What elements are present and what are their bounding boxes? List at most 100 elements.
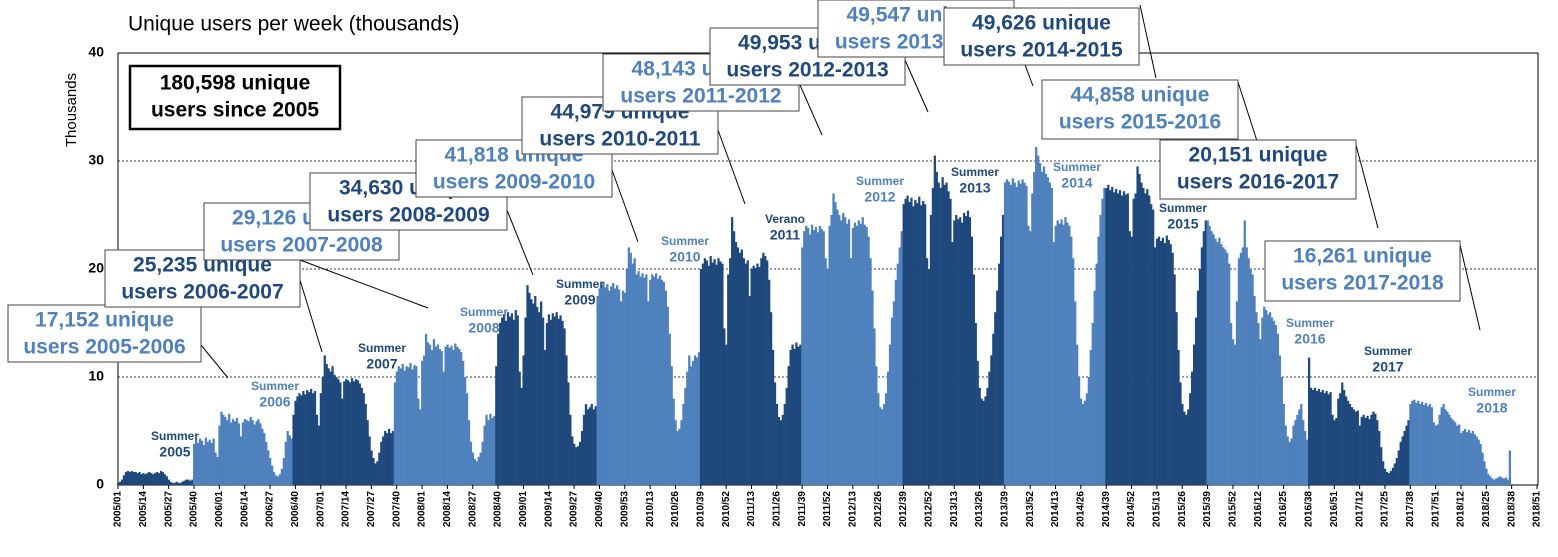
summer-label: Summer xyxy=(1468,385,1516,399)
bar xyxy=(645,274,648,485)
bar xyxy=(844,217,847,485)
bar xyxy=(1319,392,1322,485)
bar xyxy=(600,285,603,485)
bar xyxy=(565,355,568,485)
bar xyxy=(836,209,839,485)
bar xyxy=(419,409,422,485)
bar xyxy=(183,480,186,485)
callout-text: 20,151 unique xyxy=(1189,144,1328,167)
bar xyxy=(302,391,305,485)
bar xyxy=(1214,238,1217,485)
bar xyxy=(1397,450,1400,485)
bar xyxy=(1280,377,1283,485)
bar xyxy=(830,215,833,485)
bar xyxy=(366,420,369,485)
bar xyxy=(269,458,272,485)
bar xyxy=(1038,163,1042,485)
bar xyxy=(674,420,677,485)
bar xyxy=(325,364,328,485)
bar xyxy=(1212,234,1215,485)
x-tick-label: 2018/12 xyxy=(1456,491,1467,528)
bar xyxy=(771,350,775,485)
bar xyxy=(1380,447,1383,485)
bar xyxy=(617,289,621,485)
bar xyxy=(409,362,412,485)
bar xyxy=(1025,185,1028,485)
bar xyxy=(1261,317,1264,485)
bar xyxy=(1138,173,1141,485)
bar xyxy=(345,379,348,485)
callout-box xyxy=(1041,79,1239,140)
bar xyxy=(1040,171,1044,486)
bar xyxy=(902,204,905,485)
bar xyxy=(214,452,217,485)
bar xyxy=(968,217,972,485)
bar xyxy=(1415,402,1418,485)
bar xyxy=(179,482,182,485)
bar xyxy=(1167,239,1170,485)
bar xyxy=(339,382,342,485)
bar xyxy=(1048,182,1051,485)
bar xyxy=(785,387,788,485)
bar xyxy=(649,279,652,485)
bar xyxy=(1144,193,1147,485)
bar xyxy=(616,285,619,485)
bar xyxy=(1011,178,1014,485)
bar xyxy=(1460,433,1463,485)
bar xyxy=(1498,476,1502,485)
bar xyxy=(1054,225,1057,486)
bar xyxy=(232,419,235,485)
x-tick-label: 2017/38 xyxy=(1405,491,1416,528)
bar xyxy=(465,393,469,485)
bar xyxy=(855,225,859,486)
bar xyxy=(816,232,820,485)
bar xyxy=(596,296,599,485)
callout-text: 17,152 unique xyxy=(35,309,174,332)
bar xyxy=(658,275,662,485)
bar xyxy=(202,445,206,485)
bar xyxy=(255,421,258,485)
bar xyxy=(853,222,857,485)
bar xyxy=(834,202,837,486)
bar xyxy=(1099,215,1102,485)
bar xyxy=(384,431,387,485)
bar xyxy=(1155,238,1159,485)
bar xyxy=(803,231,806,485)
bar xyxy=(1438,414,1441,485)
bar xyxy=(1191,371,1194,485)
bar xyxy=(154,473,157,485)
x-tick-label: 2006/01 xyxy=(214,491,225,528)
bar xyxy=(857,220,860,485)
bar xyxy=(263,433,266,485)
bar xyxy=(588,407,591,485)
bar xyxy=(1331,414,1334,485)
bar xyxy=(1060,219,1063,485)
bar xyxy=(1405,425,1408,485)
bar xyxy=(578,441,582,485)
bar xyxy=(271,465,274,485)
bar xyxy=(1017,180,1020,485)
bar xyxy=(1042,166,1046,485)
summer-label: Summer xyxy=(460,305,508,319)
x-tick-label: 2007/40 xyxy=(391,491,402,528)
bar xyxy=(1161,237,1165,485)
bar xyxy=(1354,411,1358,485)
summer-label: 2010 xyxy=(669,249,700,265)
x-tick-label: 2005/01 xyxy=(113,491,124,528)
bar xyxy=(1481,452,1484,485)
bar xyxy=(732,231,736,485)
bar xyxy=(1407,420,1410,485)
bar xyxy=(666,306,669,485)
x-tick-label: 2014/13 xyxy=(1050,491,1061,528)
callout-leader xyxy=(717,129,746,205)
bar xyxy=(1206,220,1209,485)
bar xyxy=(382,436,385,485)
bar xyxy=(1335,418,1338,485)
bar xyxy=(323,355,326,485)
x-tick-label: 2012/39 xyxy=(898,491,909,528)
bar xyxy=(376,461,379,485)
bar xyxy=(1401,436,1404,485)
bar xyxy=(959,217,962,485)
bar xyxy=(922,200,925,485)
bar xyxy=(368,436,371,485)
